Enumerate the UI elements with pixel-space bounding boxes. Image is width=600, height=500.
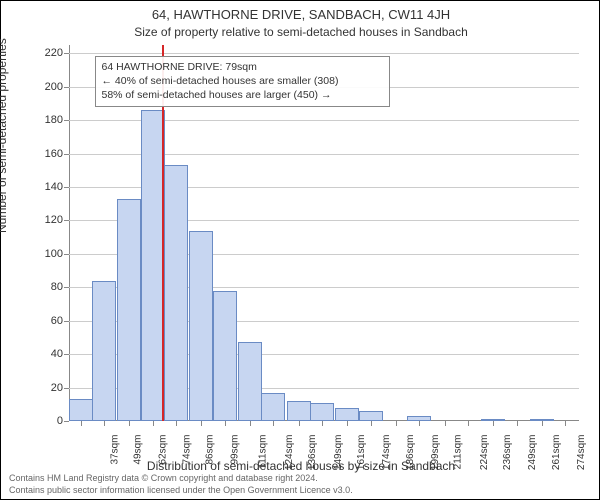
y-tick-label: 40	[33, 348, 63, 360]
x-tick-mark	[104, 421, 105, 426]
histogram-bar	[92, 281, 116, 421]
x-tick-mark	[201, 421, 202, 426]
x-tick-mark	[493, 421, 494, 426]
y-axis-line	[69, 45, 70, 421]
x-tick-label: 211sqm	[453, 435, 464, 470]
title-main: 64, HAWTHORNE DRIVE, SANDBACH, CW11 4JH	[1, 7, 600, 22]
y-tick-label: 180	[33, 114, 63, 126]
x-tick-label: 236sqm	[502, 435, 513, 471]
y-tick-mark	[64, 287, 69, 288]
histogram-bar	[213, 291, 237, 421]
x-tick-label: 37sqm	[109, 435, 120, 465]
y-tick-label: 100	[33, 248, 63, 260]
x-tick-label: 161sqm	[356, 435, 367, 471]
histogram-bar	[238, 342, 262, 421]
y-axis-label: Number of semi-detached properties	[0, 38, 9, 233]
histogram-bar	[69, 399, 93, 421]
y-tick-mark	[64, 120, 69, 121]
histogram-bar	[310, 403, 334, 421]
y-tick-mark	[64, 220, 69, 221]
x-tick-label: 62sqm	[158, 435, 169, 465]
callout-box: 64 HAWTHORNE DRIVE: 79sqm← 40% of semi-d…	[95, 56, 391, 107]
y-tick-label: 220	[33, 47, 63, 59]
x-tick-mark	[129, 421, 130, 426]
y-tick-label: 20	[33, 382, 63, 394]
y-tick-mark	[64, 187, 69, 188]
histogram-bar	[359, 411, 383, 421]
y-tick-mark	[64, 321, 69, 322]
y-tick-mark	[64, 354, 69, 355]
callout-line: 64 HAWTHORNE DRIVE: 79sqm	[102, 61, 384, 75]
x-tick-mark	[299, 421, 300, 426]
x-tick-label: 149sqm	[333, 435, 344, 471]
plot-area: 64 HAWTHORNE DRIVE: 79sqm← 40% of semi-d…	[69, 45, 579, 421]
x-tick-label: 186sqm	[405, 435, 416, 471]
y-tick-label: 80	[33, 281, 63, 293]
x-tick-mark	[176, 421, 177, 426]
y-tick-label: 160	[33, 148, 63, 160]
x-tick-mark	[347, 421, 348, 426]
x-tick-mark	[371, 421, 372, 426]
y-tick-mark	[64, 154, 69, 155]
y-tick-label: 200	[33, 81, 63, 93]
callout-line: ← 40% of semi-detached houses are smalle…	[102, 75, 384, 89]
x-tick-mark	[542, 421, 543, 426]
x-tick-mark	[153, 421, 154, 426]
x-tick-mark	[419, 421, 420, 426]
x-tick-label: 136sqm	[307, 435, 318, 471]
title-sub: Size of property relative to semi-detach…	[1, 25, 600, 39]
footer-line-2: Contains public sector information licen…	[9, 485, 591, 495]
y-tick-label: 0	[33, 415, 63, 427]
x-tick-mark	[445, 421, 446, 426]
x-tick-label: 111sqm	[257, 435, 268, 469]
y-tick-mark	[64, 53, 69, 54]
y-tick-label: 60	[33, 315, 63, 327]
x-tick-mark	[565, 421, 566, 426]
y-tick-label: 120	[33, 214, 63, 226]
x-tick-label: 86sqm	[205, 435, 216, 465]
x-tick-label: 199sqm	[430, 435, 441, 471]
y-tick-mark	[64, 421, 69, 422]
x-tick-label: 174sqm	[381, 435, 392, 471]
x-tick-label: 49sqm	[133, 435, 144, 465]
x-tick-label: 99sqm	[230, 435, 241, 465]
x-tick-label: 249sqm	[527, 435, 538, 471]
x-tick-mark	[322, 421, 323, 426]
y-tick-mark	[64, 87, 69, 88]
histogram-bar	[261, 393, 285, 421]
y-tick-mark	[64, 254, 69, 255]
callout-line: 58% of semi-detached houses are larger (…	[102, 89, 384, 103]
histogram-bar	[189, 231, 213, 422]
x-tick-mark	[396, 421, 397, 426]
histogram-bar	[164, 165, 188, 421]
grid-line	[69, 53, 579, 54]
histogram-bar	[141, 110, 165, 421]
x-tick-mark	[517, 421, 518, 426]
x-tick-mark	[468, 421, 469, 426]
x-tick-mark	[81, 421, 82, 426]
chart-container: 64, HAWTHORNE DRIVE, SANDBACH, CW11 4JH …	[0, 0, 600, 500]
x-tick-label: 274sqm	[576, 435, 587, 471]
x-tick-mark	[225, 421, 226, 426]
x-tick-label: 74sqm	[181, 435, 192, 465]
x-tick-label: 224sqm	[479, 435, 490, 471]
histogram-bar	[117, 199, 141, 421]
x-tick-mark	[250, 421, 251, 426]
footer-line-1: Contains HM Land Registry data © Crown c…	[9, 473, 591, 483]
x-tick-mark	[273, 421, 274, 426]
y-tick-label: 140	[33, 181, 63, 193]
x-tick-label: 261sqm	[551, 435, 562, 471]
x-tick-label: 124sqm	[284, 435, 295, 471]
histogram-bar	[287, 401, 311, 421]
y-tick-mark	[64, 388, 69, 389]
histogram-bar	[335, 408, 359, 421]
